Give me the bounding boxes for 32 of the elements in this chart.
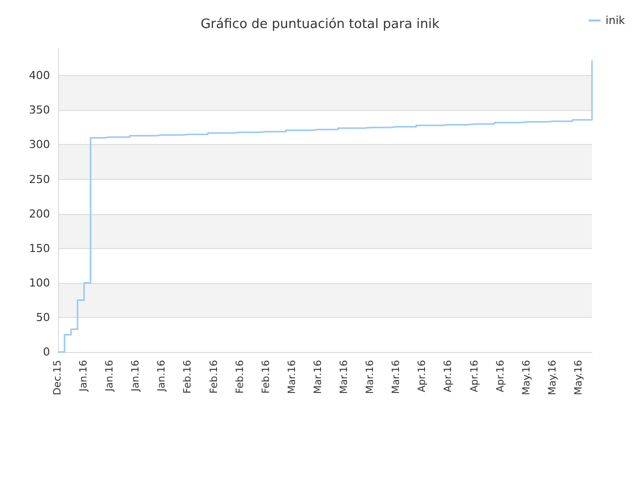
x-tick-label: Jan.16 (104, 360, 116, 392)
x-tick-label: Apr.16 (443, 360, 454, 392)
y-tick-label: 250 (29, 172, 50, 186)
y-tick-label: 50 (36, 310, 50, 324)
x-tick-label: Mar.16 (286, 360, 298, 394)
y-tick-label: 350 (29, 104, 50, 117)
y-tick-label: 100 (29, 276, 50, 290)
x-tick-label: Feb.16 (234, 360, 246, 394)
x-tick-label: Mar.16 (312, 360, 324, 394)
x-tick-label: May.16 (573, 360, 584, 396)
x-tick-label: Jan.16 (130, 360, 142, 392)
x-tick-label: Jan.16 (78, 360, 90, 392)
x-tick-label: May.16 (521, 360, 532, 396)
x-tick-label: Dec.15 (52, 360, 64, 396)
y-tick-label: 200 (29, 207, 50, 220)
x-tick-label: Apr.16 (495, 360, 506, 392)
x-tick-label: May.16 (547, 360, 558, 396)
x-tick-label: Feb.16 (260, 360, 272, 394)
x-tick-label: Feb.16 (182, 360, 194, 394)
y-tick-label: 0 (43, 346, 50, 358)
x-tick-label: Mar.16 (365, 360, 376, 394)
legend-label: inik (606, 14, 626, 27)
x-tick-label: Apr.16 (469, 360, 480, 392)
y-tick-label: 400 (29, 69, 50, 82)
x-tick-label: Apr.16 (417, 360, 428, 392)
x-tick-label: Mar.16 (339, 360, 350, 394)
x-tick-label: Mar.16 (391, 360, 402, 394)
chart-title: Gráfico de puntuación total para inik (200, 17, 440, 32)
x-tick-label: Jan.16 (156, 360, 168, 392)
x-tick-label: Feb.16 (208, 360, 220, 394)
y-tick-label: 300 (29, 138, 50, 152)
y-tick-label: 150 (29, 242, 50, 255)
